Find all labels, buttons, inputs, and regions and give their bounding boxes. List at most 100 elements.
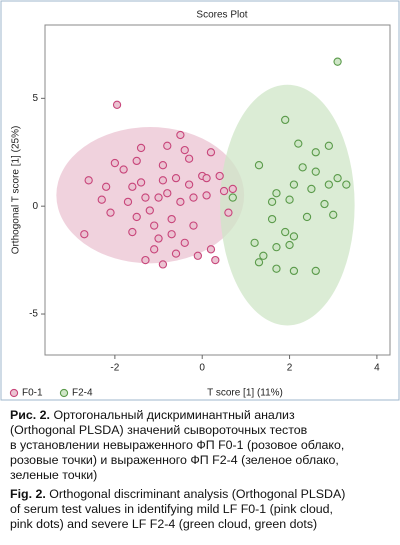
point [324,141,334,150]
caption: Рис. 2. Ортогональный дискриминантный ан… [10,408,395,532]
point [289,180,299,189]
point [333,57,342,66]
point [193,251,202,260]
point [254,161,264,170]
point [307,184,316,194]
point [329,210,338,219]
point [311,148,320,157]
caption-label: Рис. 2. [10,408,50,422]
caption-block: Fig. 2. Orthogonal discriminant analysis… [10,487,395,532]
point [311,266,320,276]
point [272,264,281,273]
point [176,197,185,207]
y-axis-label: Orthogonal T score [1] (25%) [11,126,22,255]
point [189,193,198,202]
chart: Scores Plot T score [1] (11%) Orthogonal… [0,0,400,401]
point [189,221,198,230]
point [289,266,299,276]
point [136,178,146,187]
y-tick-label: -5 [29,309,38,320]
x-tick-label: 2 [287,363,293,374]
legend-marker [59,388,69,398]
legend-marker [9,388,19,398]
x-axis-label: T score [1] (11%) [207,388,283,399]
point [150,221,159,230]
point [311,167,320,176]
point [171,249,181,258]
point [228,184,237,194]
point [158,260,168,269]
caption-block: Рис. 2. Ортогональный дискриминантный ан… [10,408,395,483]
point [219,186,229,196]
chart-title: Scores Plot [196,10,247,21]
point [180,238,189,247]
point [228,193,237,202]
caption-line: (Orthogonal PLSDA) значений сывороточных… [10,423,308,437]
caption-line-wrap: of serum test values in identifying mild… [10,502,395,517]
point [154,193,163,202]
point [267,197,277,207]
point [141,255,150,265]
point [167,214,176,224]
caption-line-wrap: Рис. 2. Ортогональный дискриминантный ан… [10,408,395,423]
point [154,234,163,243]
point [285,240,294,250]
point [136,143,146,153]
point [267,214,277,224]
point [272,189,281,198]
legend-label: F2-4 [72,388,93,399]
point [272,243,281,252]
y-tick-label: 0 [32,201,38,212]
point [123,197,133,207]
caption-line-wrap: розовые точки) и выраженного ФП F2-4 (зе… [10,453,395,468]
caption-line: в установлении невыраженного ФП F0-1 (ро… [10,438,345,452]
caption-line-wrap: (Orthogonal PLSDA) значений сывороточных… [10,423,395,438]
caption-line: Orthogonal discriminant analysis (Orthog… [49,487,346,501]
point [294,139,303,148]
caption-line-wrap: зеленые точки) [10,468,395,483]
point [132,212,141,222]
point [206,148,216,157]
point [202,191,211,200]
point [167,230,176,239]
x-tick-label: 0 [199,363,205,374]
point [106,208,115,217]
caption-line-wrap: в установлении невыраженного ФП F0-1 (ро… [10,438,395,453]
caption-line-wrap: Fig. 2. Orthogonal discriminant analysis… [10,487,395,502]
point [163,189,172,198]
point [250,238,259,247]
caption-line: розовые точки) и выраженного ФП F2-4 (зе… [10,453,339,467]
caption-line-wrap: pink dots) and severe LF F2-4 (green clo… [10,517,395,532]
point [163,141,172,150]
point [110,158,120,168]
point [150,245,159,254]
point [211,255,220,265]
caption-line: зеленые точки) [10,468,98,482]
point [215,171,224,181]
y-tick-label: 5 [32,93,38,104]
point [101,182,111,191]
point [176,130,185,140]
point [324,180,334,189]
point [342,180,351,189]
x-tick-label: -2 [110,363,119,374]
point [112,100,122,109]
point [259,251,268,260]
point [289,232,299,241]
point [333,173,342,183]
caption-line: of serum test values in identifying mild… [10,502,333,516]
point [84,176,93,185]
point [184,180,194,189]
point [206,245,216,254]
point [298,163,307,172]
point [285,195,294,204]
point [80,230,89,239]
confidence-ellipse [220,84,355,326]
point [97,195,106,204]
point [145,206,154,215]
point [158,161,168,170]
point [141,193,150,202]
x-tick-label: 4 [374,363,380,374]
confidence-ellipse [56,127,245,264]
point [158,176,168,185]
